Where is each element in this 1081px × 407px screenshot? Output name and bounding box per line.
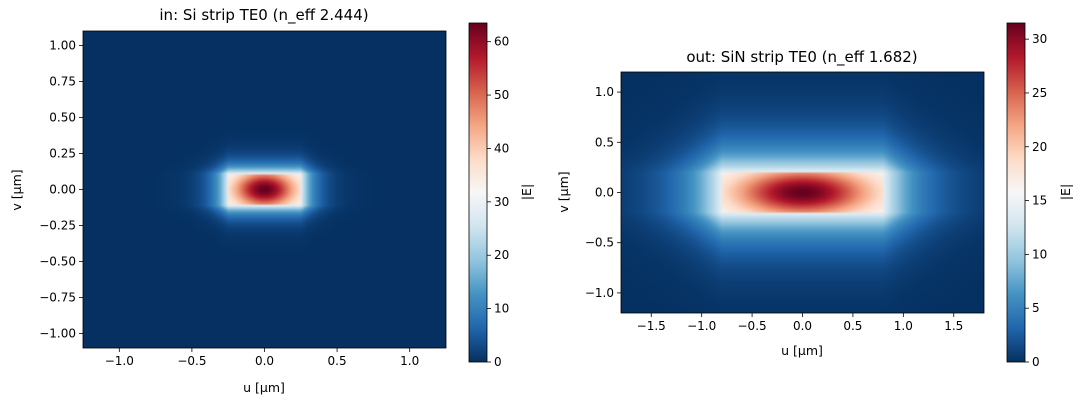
colorbar2-ticks: 0 5 10 15 20 25 30 — [1025, 32, 1047, 369]
plot1-xtick-label: −1.0 — [105, 354, 134, 368]
colorbar2-tick-label: 10 — [1032, 247, 1047, 261]
plot1-xtick-label: 0.0 — [255, 354, 274, 368]
plot1-ytick-label: −0.75 — [39, 291, 76, 305]
plot2-xtick-label: 0.5 — [843, 319, 862, 333]
colorbar1-tick-label: 10 — [494, 302, 509, 316]
colorbar1-tick-label: 40 — [494, 141, 509, 155]
colorbar1-ticks: 0 10 20 30 40 50 60 — [487, 35, 509, 369]
plot2-xtick-label: −1.0 — [687, 319, 716, 333]
plot2-xtick-label: 1.0 — [894, 319, 913, 333]
plot2-ytick-label: 0.5 — [595, 135, 614, 149]
plot1-ytick-label: 0.75 — [49, 74, 76, 88]
plot1-ytick-label: −0.25 — [39, 219, 76, 233]
plot1-xtick-label: 1.0 — [400, 354, 419, 368]
plot2-heatmap-image — [621, 72, 984, 313]
plot1-xtick-label: 0.5 — [328, 354, 347, 368]
plot1-xtick-label: −0.5 — [177, 354, 206, 368]
plot2-y-axis: 1.0 0.5 0.0 −0.5 −1.0 — [585, 85, 621, 300]
colorbar-1: 0 10 20 30 40 50 60 |E| — [468, 22, 534, 369]
plot2-xtick-label: −1.5 — [637, 319, 666, 333]
colorbar1-tick-label: 50 — [494, 88, 509, 102]
colorbar1-gradient — [468, 22, 488, 363]
colorbar-2: 0 5 10 15 20 25 30 |E| — [1006, 22, 1073, 369]
colorbar1-tick-label: 60 — [494, 35, 509, 49]
plot1-ytick-label: 0.50 — [49, 110, 76, 124]
colorbar2-label: |E| — [1058, 184, 1073, 200]
plot2-ytick-label: −1.0 — [585, 286, 614, 300]
plot2-ytick-label: 0.0 — [595, 186, 614, 200]
plot1-ytick-label: 1.00 — [49, 38, 76, 52]
plot1-title: in: Si strip TE0 (n_eff 2.444) — [159, 6, 368, 25]
colorbar2-tick-label: 0 — [1032, 355, 1040, 369]
colorbar2-tick-label: 25 — [1032, 86, 1047, 100]
heatmap-panel-2: out: SiN strip TE0 (n_eff 1.682) −1.5 −1.… — [556, 48, 985, 358]
colorbar2-tick-label: 5 — [1032, 301, 1040, 315]
plot2-ytick-label: −0.5 — [585, 236, 614, 250]
plot1-heatmap-image — [83, 31, 446, 348]
colorbar1-tick-label: 20 — [494, 248, 509, 262]
plot1-ytick-label: −0.50 — [39, 255, 76, 269]
plot1-field-image — [83, 31, 446, 348]
plot1-ytick-label: −1.00 — [39, 327, 76, 341]
plot2-xtick-label: 1.5 — [944, 319, 963, 333]
colorbar2-tick-label: 30 — [1032, 32, 1047, 46]
plot1-x-axis: −1.0 −0.5 0.0 0.5 1.0 — [105, 348, 419, 368]
colorbar1-label: |E| — [519, 184, 534, 200]
colorbar1-tick-label: 0 — [494, 355, 502, 369]
heatmap-panel-1: in: Si strip TE0 (n_eff 2.444) −1.0 −0.5 0… — [9, 6, 447, 395]
plot2-xtick-label: 0.0 — [793, 319, 812, 333]
plot2-xtick-label: −0.5 — [738, 319, 767, 333]
plot1-ylabel: v [µm] — [9, 169, 24, 210]
colorbar2-gradient — [1006, 22, 1026, 363]
plot2-x-axis: −1.5 −1.0 −0.5 0.0 0.5 1.0 1.5 — [637, 313, 963, 333]
plot1-ytick-label: 0.25 — [49, 146, 76, 160]
plot2-title: out: SiN strip TE0 (n_eff 1.682) — [686, 48, 917, 67]
colorbar1-tick-label: 30 — [494, 195, 509, 209]
colorbar2-tick-label: 20 — [1032, 140, 1047, 154]
plot2-field-image — [621, 72, 984, 313]
plot1-ytick-label: 0.00 — [49, 183, 76, 197]
plot2-xlabel: u [µm] — [781, 343, 823, 358]
plot1-xlabel: u [µm] — [243, 380, 285, 395]
plot2-ytick-label: 1.0 — [595, 85, 614, 99]
plot2-ylabel: v [µm] — [556, 171, 571, 212]
plot1-y-axis: 1.00 0.75 0.50 0.25 0.00 −0.25 −0.50 −0.75 −1.00 — [39, 38, 83, 341]
colorbar2-tick-label: 15 — [1032, 194, 1047, 208]
